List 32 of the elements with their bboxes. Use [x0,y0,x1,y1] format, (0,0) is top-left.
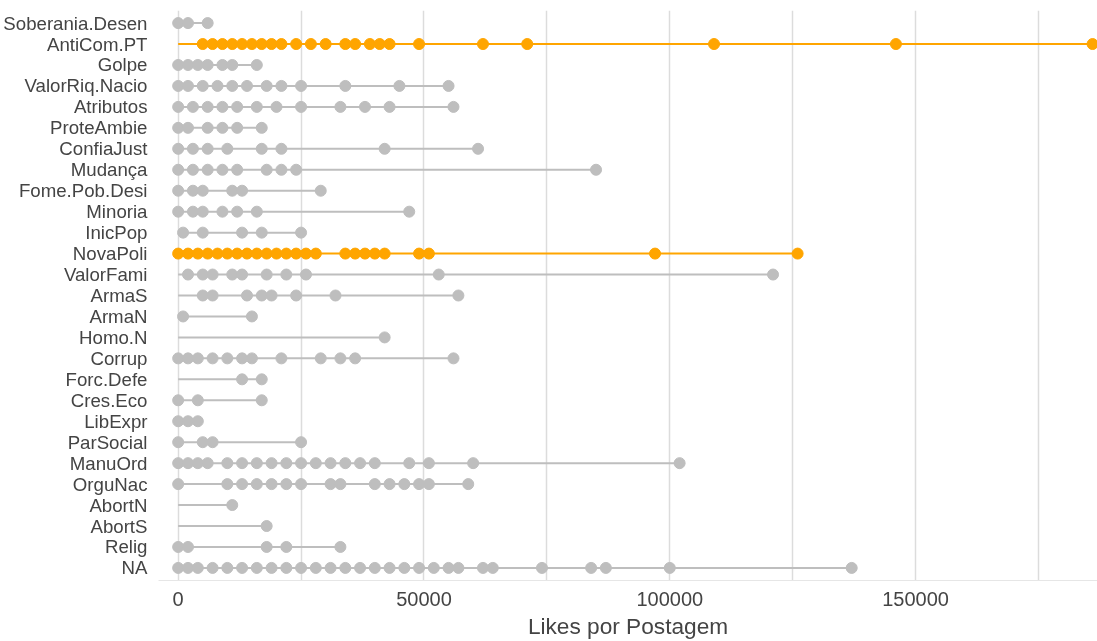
y-tick-label: Golpe [97,54,148,76]
y-tick-label: Homo.N [79,326,148,348]
y-tick-label: InicPop [85,222,148,244]
y-tick-label: OrguNac [72,473,148,495]
y-tick-label: ManuOrd [69,452,148,474]
y-tick-label: Mudança [70,159,149,181]
x-tick-label: 50000 [396,587,452,610]
y-tick-label: ArmaS [90,285,148,306]
x-tick-label: 150000 [882,587,949,610]
y-tick-label: Minoria [86,201,149,223]
x-tick-label: 100000 [636,587,704,610]
y-tick-label: Corrup [90,347,148,369]
y-tick-label: Cres.Eco [70,389,148,411]
y-tick-label: LibExpr [84,410,148,432]
y-tick-label: Atributos [73,96,148,118]
y-tick-label: NovaPoli [72,243,148,265]
y-tick-label: ArmaN [89,305,148,327]
y-tick-label: AntiCom.PT [46,33,148,55]
y-tick-label: ProteAmbie [50,117,148,139]
y-tick-label: ParSocial [67,431,148,453]
y-tick-label: ConfiaJust [59,138,149,160]
x-tick-label: 0 [172,587,184,610]
y-tick-label: Fome.Pob.Desi [18,180,148,202]
y-tick-label: Relig [104,536,148,558]
y-tick-label: ValorFami [63,264,148,286]
y-tick-label: NA [121,557,149,579]
y-tick-label: Soberania.Desen [3,12,148,34]
x-axis-title: Likes por Postagem [527,612,729,639]
y-tick-label: ValorRiq.Nacio [24,75,148,97]
y-tick-label: Forc.Defe [65,368,148,390]
y-tick-label: AbortS [90,515,148,537]
y-tick-label: AbortN [89,494,148,516]
